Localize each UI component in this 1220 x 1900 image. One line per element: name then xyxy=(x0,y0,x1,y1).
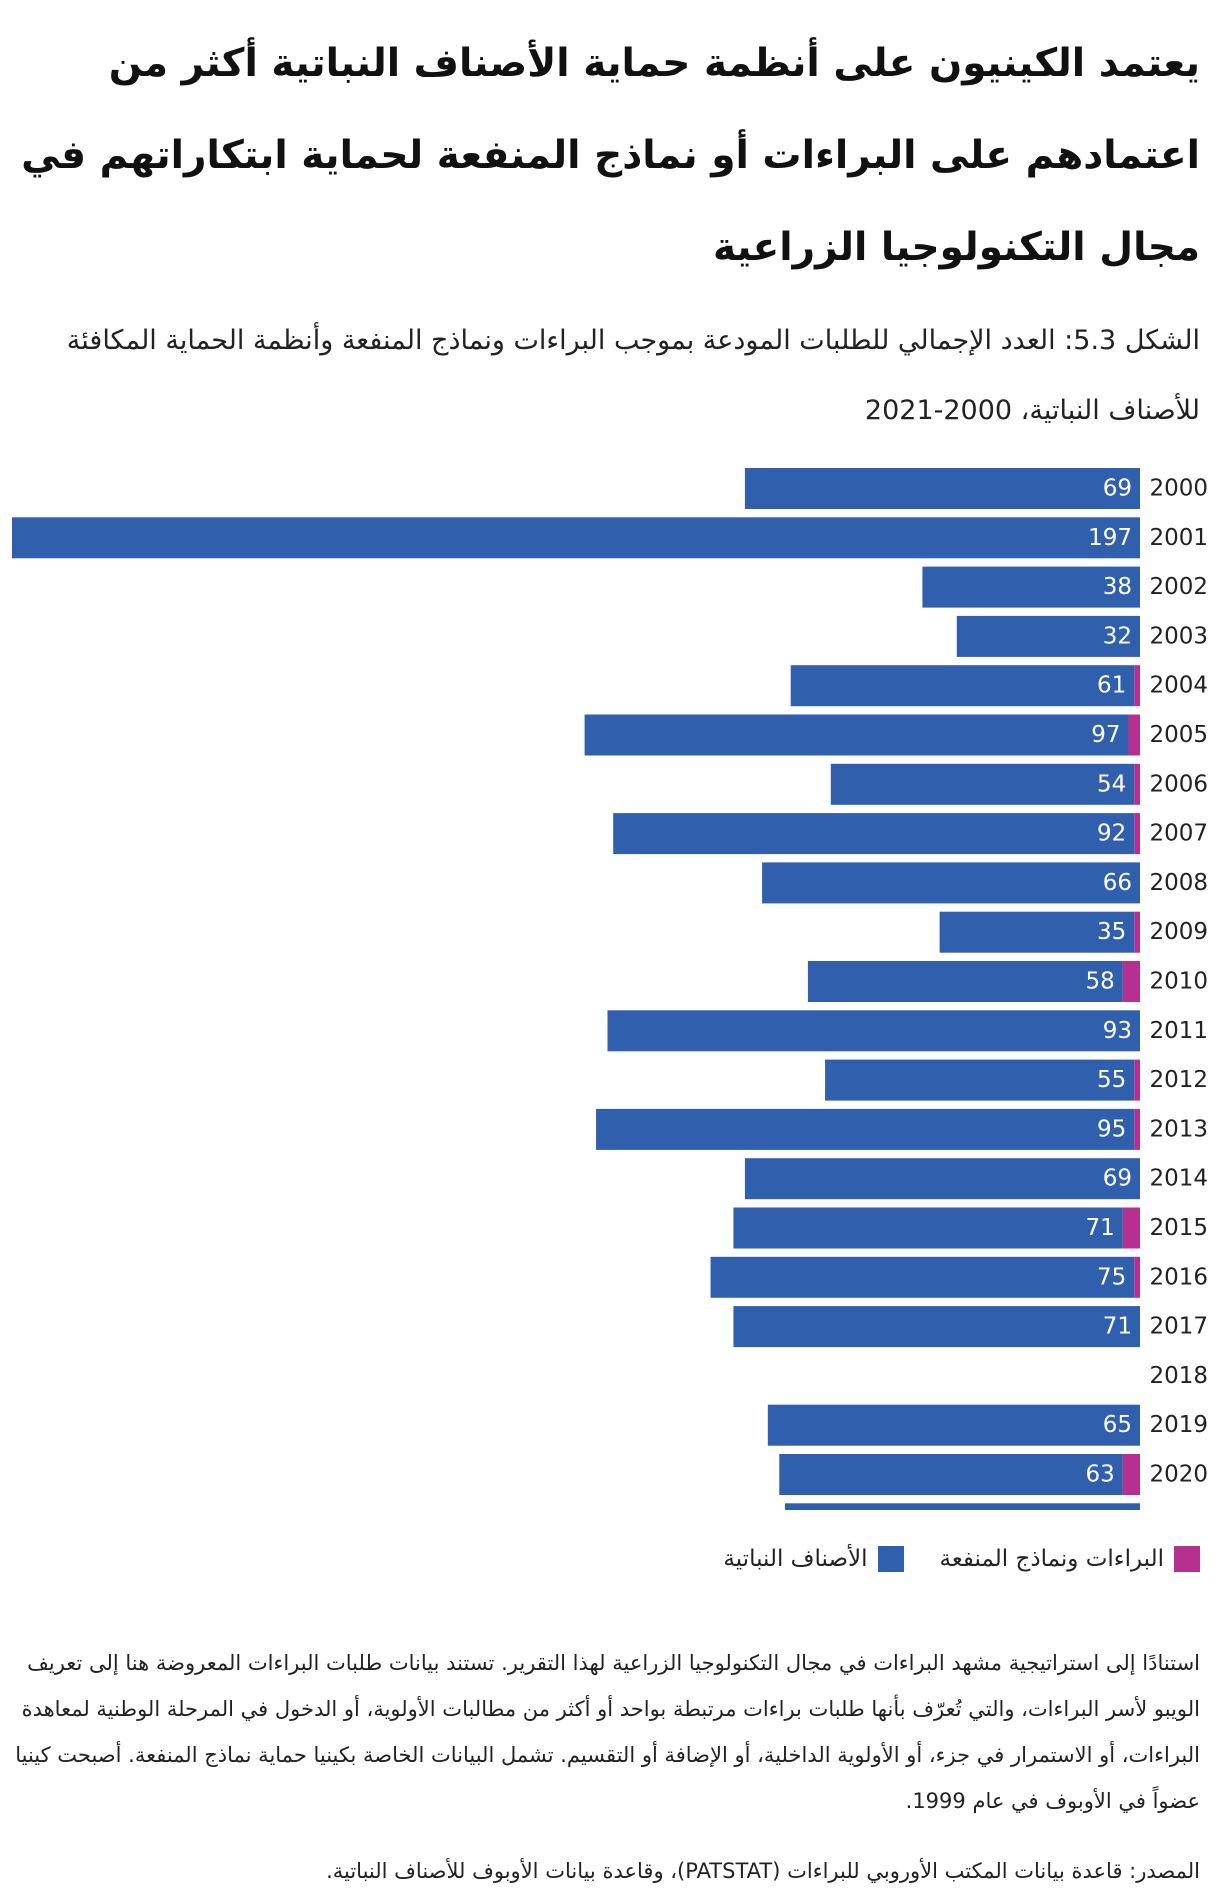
y-tick-label: 2004 xyxy=(1149,673,1208,699)
bar-patents xyxy=(1122,1207,1140,1249)
bar-patents xyxy=(1128,714,1140,756)
bar-chart: 2000 69 2001 197 2002 38 2003 32 2004 61 2005 97 200… xyxy=(12,468,1208,1510)
bar-value-label: 32 xyxy=(1103,623,1132,649)
bar-pvp xyxy=(596,1108,1135,1150)
bar-value-label: 58 xyxy=(1086,969,1115,995)
chart-legend: البراءات ونماذج المنفعة الأصناف النباتية xyxy=(687,1546,1200,1572)
bar-patents xyxy=(1134,1108,1140,1150)
y-tick-label: 2020 xyxy=(1149,1462,1208,1488)
bar-value-label: 92 xyxy=(1097,821,1126,847)
y-tick-label: 2018 xyxy=(1149,1363,1208,1389)
y-tick-label: 2016 xyxy=(1149,1264,1208,1290)
y-tick-label: 2001 xyxy=(1149,525,1208,551)
bar-patents xyxy=(1134,1256,1140,1298)
chart-title: يعتمد الكينيون على أنظمة حماية الأصناف ا… xyxy=(21,41,1200,270)
bar-pvp xyxy=(779,1454,1123,1495)
bar-patents xyxy=(1134,813,1140,855)
bar-pvp xyxy=(744,1158,1140,1200)
bar-pvp xyxy=(939,911,1135,953)
bar-value-label: 71 xyxy=(1086,1215,1115,1241)
bar-patents xyxy=(1134,763,1140,805)
y-tick-label: 2006 xyxy=(1149,771,1208,797)
bar-value-label: 38 xyxy=(1103,574,1132,600)
bar-pvp xyxy=(825,1059,1135,1101)
y-tick-label: 2013 xyxy=(1149,1116,1208,1142)
bar-pvp xyxy=(607,1010,1140,1052)
y-tick-label: 2002 xyxy=(1149,574,1208,600)
bar-pvp xyxy=(613,813,1135,855)
bar-value-label: 69 xyxy=(1103,1166,1132,1192)
legend-item-patents: البراءات ونماذج المنفعة xyxy=(939,1546,1200,1572)
y-tick-label: 2019 xyxy=(1149,1412,1208,1438)
bar-value-label: 35 xyxy=(1097,919,1126,945)
bar-value-label: 71 xyxy=(1103,1314,1132,1340)
y-tick-label: 2007 xyxy=(1149,821,1208,847)
legend-item-pvp: الأصناف النباتية xyxy=(723,1546,904,1572)
y-tick-label: 2008 xyxy=(1149,870,1208,896)
bar-pvp xyxy=(922,566,1140,608)
bar-pvp xyxy=(733,1207,1123,1249)
figure-caption: الشكل 5.3: العدد الإجمالي للطلبات المودع… xyxy=(66,325,1200,426)
y-tick-label: 2003 xyxy=(1149,623,1208,649)
bar-pvp xyxy=(807,961,1123,1002)
bar-pvp xyxy=(733,1306,1140,1348)
y-tick-label: 2005 xyxy=(1149,722,1208,748)
y-tick-label: 2017 xyxy=(1149,1314,1208,1340)
bar-pvp xyxy=(830,763,1135,805)
bar-pvp xyxy=(767,1404,1140,1446)
bar-value-label: 197 xyxy=(1088,525,1132,551)
y-tick-label: 2000 xyxy=(1149,476,1208,502)
bar-pvp xyxy=(762,862,1140,904)
bar-patents xyxy=(1122,961,1140,1002)
bar-pvp xyxy=(12,517,1140,559)
legend-label-patents: البراءات ونماذج المنفعة xyxy=(939,1546,1165,1572)
bar-patents xyxy=(1134,911,1140,953)
y-tick-label: 2009 xyxy=(1149,919,1208,945)
bar-value-label: 66 xyxy=(1103,870,1132,896)
bar-value-label: 65 xyxy=(1103,1412,1132,1438)
y-tick-label: 2015 xyxy=(1149,1215,1208,1241)
bar-patents xyxy=(1134,665,1140,707)
legend-swatch-pvp xyxy=(877,1546,904,1572)
bar-pvp xyxy=(710,1256,1135,1298)
bar-pvp xyxy=(744,468,1140,509)
bar-value-label: 54 xyxy=(1097,771,1126,797)
bar-value-label: 97 xyxy=(1091,722,1120,748)
chart-notes: استنادًا إلى استراتيجية مشهد البراءات في… xyxy=(15,1651,1200,1813)
bar-value-label: 55 xyxy=(1097,1067,1126,1093)
bar-value-label: 93 xyxy=(1103,1018,1132,1044)
bar-pvp xyxy=(784,1503,1140,1510)
bar-value-label: 69 xyxy=(1103,476,1132,502)
legend-label-pvp: الأصناف النباتية xyxy=(723,1546,868,1572)
bar-value-label: 95 xyxy=(1097,1116,1126,1142)
bar-patents xyxy=(1122,1454,1140,1495)
chart-source: المصدر: قاعدة بيانات المكتب الأوروبي للب… xyxy=(326,1859,1200,1883)
bar-pvp xyxy=(956,615,1140,657)
y-tick-label: 2011 xyxy=(1149,1018,1208,1044)
bar-value-label: 63 xyxy=(1086,1462,1115,1488)
y-tick-label: 2012 xyxy=(1149,1067,1208,1093)
y-tick-label: 2014 xyxy=(1149,1166,1208,1192)
bar-value-label: 61 xyxy=(1097,673,1126,699)
y-tick-label: 2010 xyxy=(1149,969,1208,995)
legend-swatch-patents xyxy=(1174,1546,1200,1572)
bar-pvp xyxy=(584,714,1129,756)
bar-value-label: 75 xyxy=(1097,1264,1126,1290)
bar-patents xyxy=(1134,1059,1140,1101)
bar-pvp xyxy=(790,665,1135,707)
